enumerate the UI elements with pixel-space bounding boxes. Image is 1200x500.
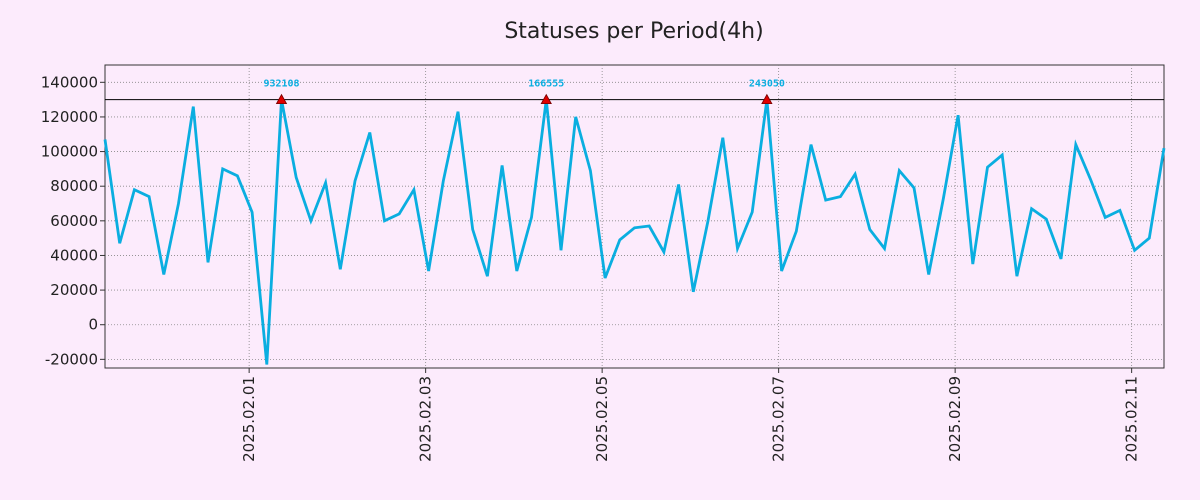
peak-marker bbox=[761, 93, 773, 105]
peak-marker bbox=[275, 93, 288, 105]
y-axis: -20000 0 20000 40000 60000 80000 100000 120000 1… bbox=[41, 73, 105, 368]
y-tick-label: 40000 bbox=[50, 246, 98, 264]
peak-label: 243050 bbox=[749, 79, 785, 90]
y-tick-label: 120000 bbox=[41, 108, 98, 126]
peaks-layer: 932108 166555 243050 bbox=[263, 79, 785, 105]
y-tick-label: 0 bbox=[88, 316, 98, 334]
x-tick-label: 2025.02.09 bbox=[946, 376, 964, 462]
x-tick-label: 2025.02.07 bbox=[770, 376, 788, 462]
y-tick-label: 140000 bbox=[41, 73, 98, 91]
y-tick-label: 60000 bbox=[50, 212, 98, 230]
x-tick-label: 2025.02.01 bbox=[240, 376, 258, 462]
x-tick-label: 2025.02.11 bbox=[1123, 376, 1141, 462]
x-tick-label: 2025.02.05 bbox=[593, 376, 611, 462]
grid bbox=[105, 65, 1164, 368]
x-axis: 2025.02.01 2025.02.03 2025.02.05 2025.02.07… bbox=[240, 368, 1141, 462]
y-tick-label: 20000 bbox=[50, 281, 98, 299]
peak-label: 932108 bbox=[263, 79, 299, 90]
y-tick-label: 100000 bbox=[41, 143, 98, 161]
peak-marker bbox=[540, 93, 552, 105]
y-tick-label: 80000 bbox=[50, 177, 98, 195]
y-tick-label: -20000 bbox=[45, 350, 98, 368]
chart-title: Statuses per Period(4h) bbox=[504, 19, 763, 44]
x-tick-label: 2025.02.03 bbox=[417, 376, 435, 462]
peak-label: 166555 bbox=[528, 79, 564, 90]
